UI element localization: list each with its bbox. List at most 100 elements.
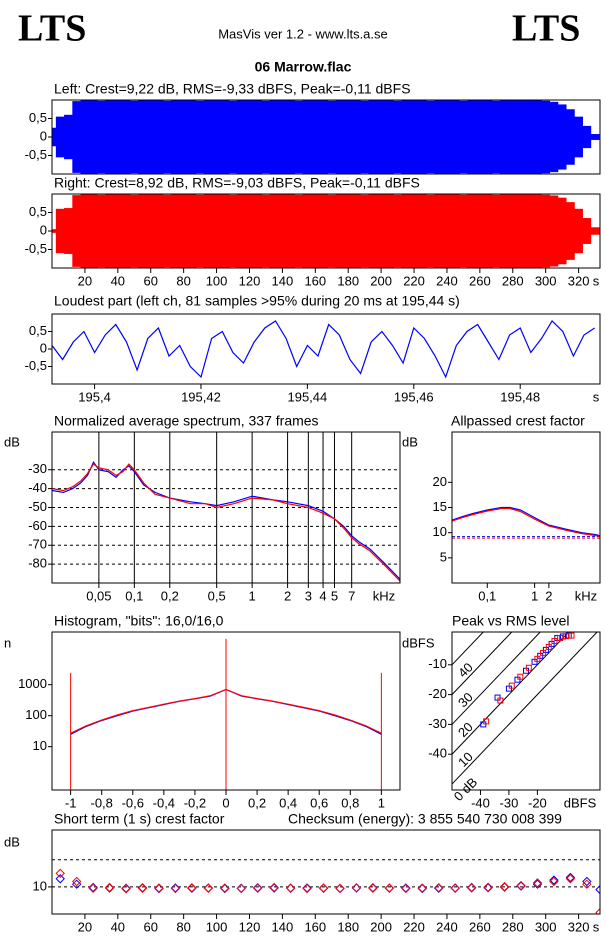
waveform-envelope [105, 194, 114, 268]
waveform-envelope [508, 100, 518, 174]
waveform-envelope [88, 194, 98, 268]
x-tick-label: -0,6 [122, 795, 144, 810]
plot-frame [51, 193, 601, 269]
point [269, 882, 279, 893]
crest-line [452, 632, 513, 695]
series-line [452, 506, 600, 537]
waveform-envelope [327, 100, 337, 174]
waveform-envelope [483, 100, 493, 174]
point [595, 907, 600, 914]
waveform-envelope [516, 194, 526, 268]
x-tick-label: -0,4 [153, 795, 175, 810]
point [568, 632, 575, 639]
point [203, 883, 214, 893]
point [154, 883, 164, 893]
crest-line [452, 632, 484, 666]
point [525, 664, 532, 671]
waveform-envelope [64, 114, 73, 160]
x-tick-label: -0,8 [91, 795, 113, 810]
file-name: 06 Marrow.flac [255, 59, 352, 75]
point [203, 883, 214, 893]
point [351, 883, 362, 893]
crest-line [452, 632, 570, 755]
x-axis-label: dBFS [564, 795, 597, 810]
waveform-envelope [409, 194, 419, 268]
crest-line [452, 632, 541, 725]
x-tick-label: 1 [378, 795, 385, 810]
plot-area [70, 638, 382, 790]
waveform-envelope [294, 194, 304, 268]
waveform-envelope [533, 194, 542, 268]
waveform-envelope [524, 100, 534, 174]
plot-area [52, 194, 600, 268]
x-tick-label: 0,8 [341, 795, 359, 810]
waveform-envelope [228, 100, 238, 174]
waveform-envelope [195, 100, 205, 174]
x-tick-label: 140 [272, 919, 294, 934]
waveform-envelope [55, 116, 65, 158]
waveform-envelope [146, 100, 156, 174]
waveform-envelope [459, 100, 468, 174]
y-tick-label: -60 [28, 518, 47, 533]
point [187, 883, 197, 893]
point [335, 883, 345, 894]
x-tick-label: 240 [436, 273, 458, 288]
logo-right: LTS [512, 8, 580, 50]
y-axis-label: dBFS [402, 635, 435, 650]
point [565, 872, 576, 883]
waveform-envelope [310, 100, 320, 174]
waveform-envelope [368, 100, 378, 174]
waveform-envelope [179, 100, 189, 174]
crest-line [452, 632, 598, 785]
x-tick-label: 120 [239, 273, 261, 288]
point [285, 883, 296, 893]
point [545, 643, 552, 650]
waveform-envelope [426, 194, 435, 268]
y-tick-label: 10 [33, 738, 47, 753]
point [483, 882, 493, 892]
waveform-envelope [154, 194, 164, 268]
x-tick-label: 180 [337, 273, 359, 288]
y-tick-label: -70 [28, 537, 47, 552]
waveform-envelope [203, 100, 213, 174]
plot-area [52, 100, 600, 174]
point [434, 883, 444, 893]
x-tick-label: 100 [206, 919, 228, 934]
point [88, 883, 98, 893]
waveform-envelope [64, 208, 73, 254]
waveform-envelope [343, 100, 353, 174]
point [450, 883, 460, 893]
point [55, 874, 65, 884]
point [104, 882, 115, 893]
x-tick-label: 0,6 [310, 795, 328, 810]
point [384, 883, 395, 893]
waveform-envelope [129, 194, 139, 268]
waveform-envelope [146, 194, 156, 268]
plot-frame [51, 829, 601, 915]
point [368, 883, 378, 893]
x-axis-label: s [593, 389, 600, 404]
crest-line-label: 20 [455, 719, 476, 740]
waveform-envelope [269, 100, 279, 174]
waveform-envelope [212, 194, 221, 268]
x-tick-label: 195,48 [500, 389, 540, 404]
point [351, 883, 362, 893]
point [55, 868, 65, 879]
point [499, 881, 510, 892]
x-tick-label: 2 [545, 588, 552, 603]
waveform-envelope [278, 100, 287, 174]
x-tick-label: 20 [78, 273, 92, 288]
x-tick-label: 160 [304, 919, 326, 934]
plot-frame [51, 99, 601, 175]
y-tick-label: -10 [428, 656, 447, 671]
x-tick-label: 2 [284, 588, 291, 603]
waveform-envelope [269, 194, 279, 268]
chart-title: Histogram, "bits": 16,0/16,0 [54, 613, 224, 629]
logo-left: LTS [18, 8, 86, 50]
waveform-envelope [500, 194, 509, 268]
y-tick-label: -0,5 [25, 147, 47, 162]
plot-area [52, 859, 600, 914]
x-tick-label: 220 [403, 919, 425, 934]
y-tick-label: -80 [28, 556, 47, 571]
